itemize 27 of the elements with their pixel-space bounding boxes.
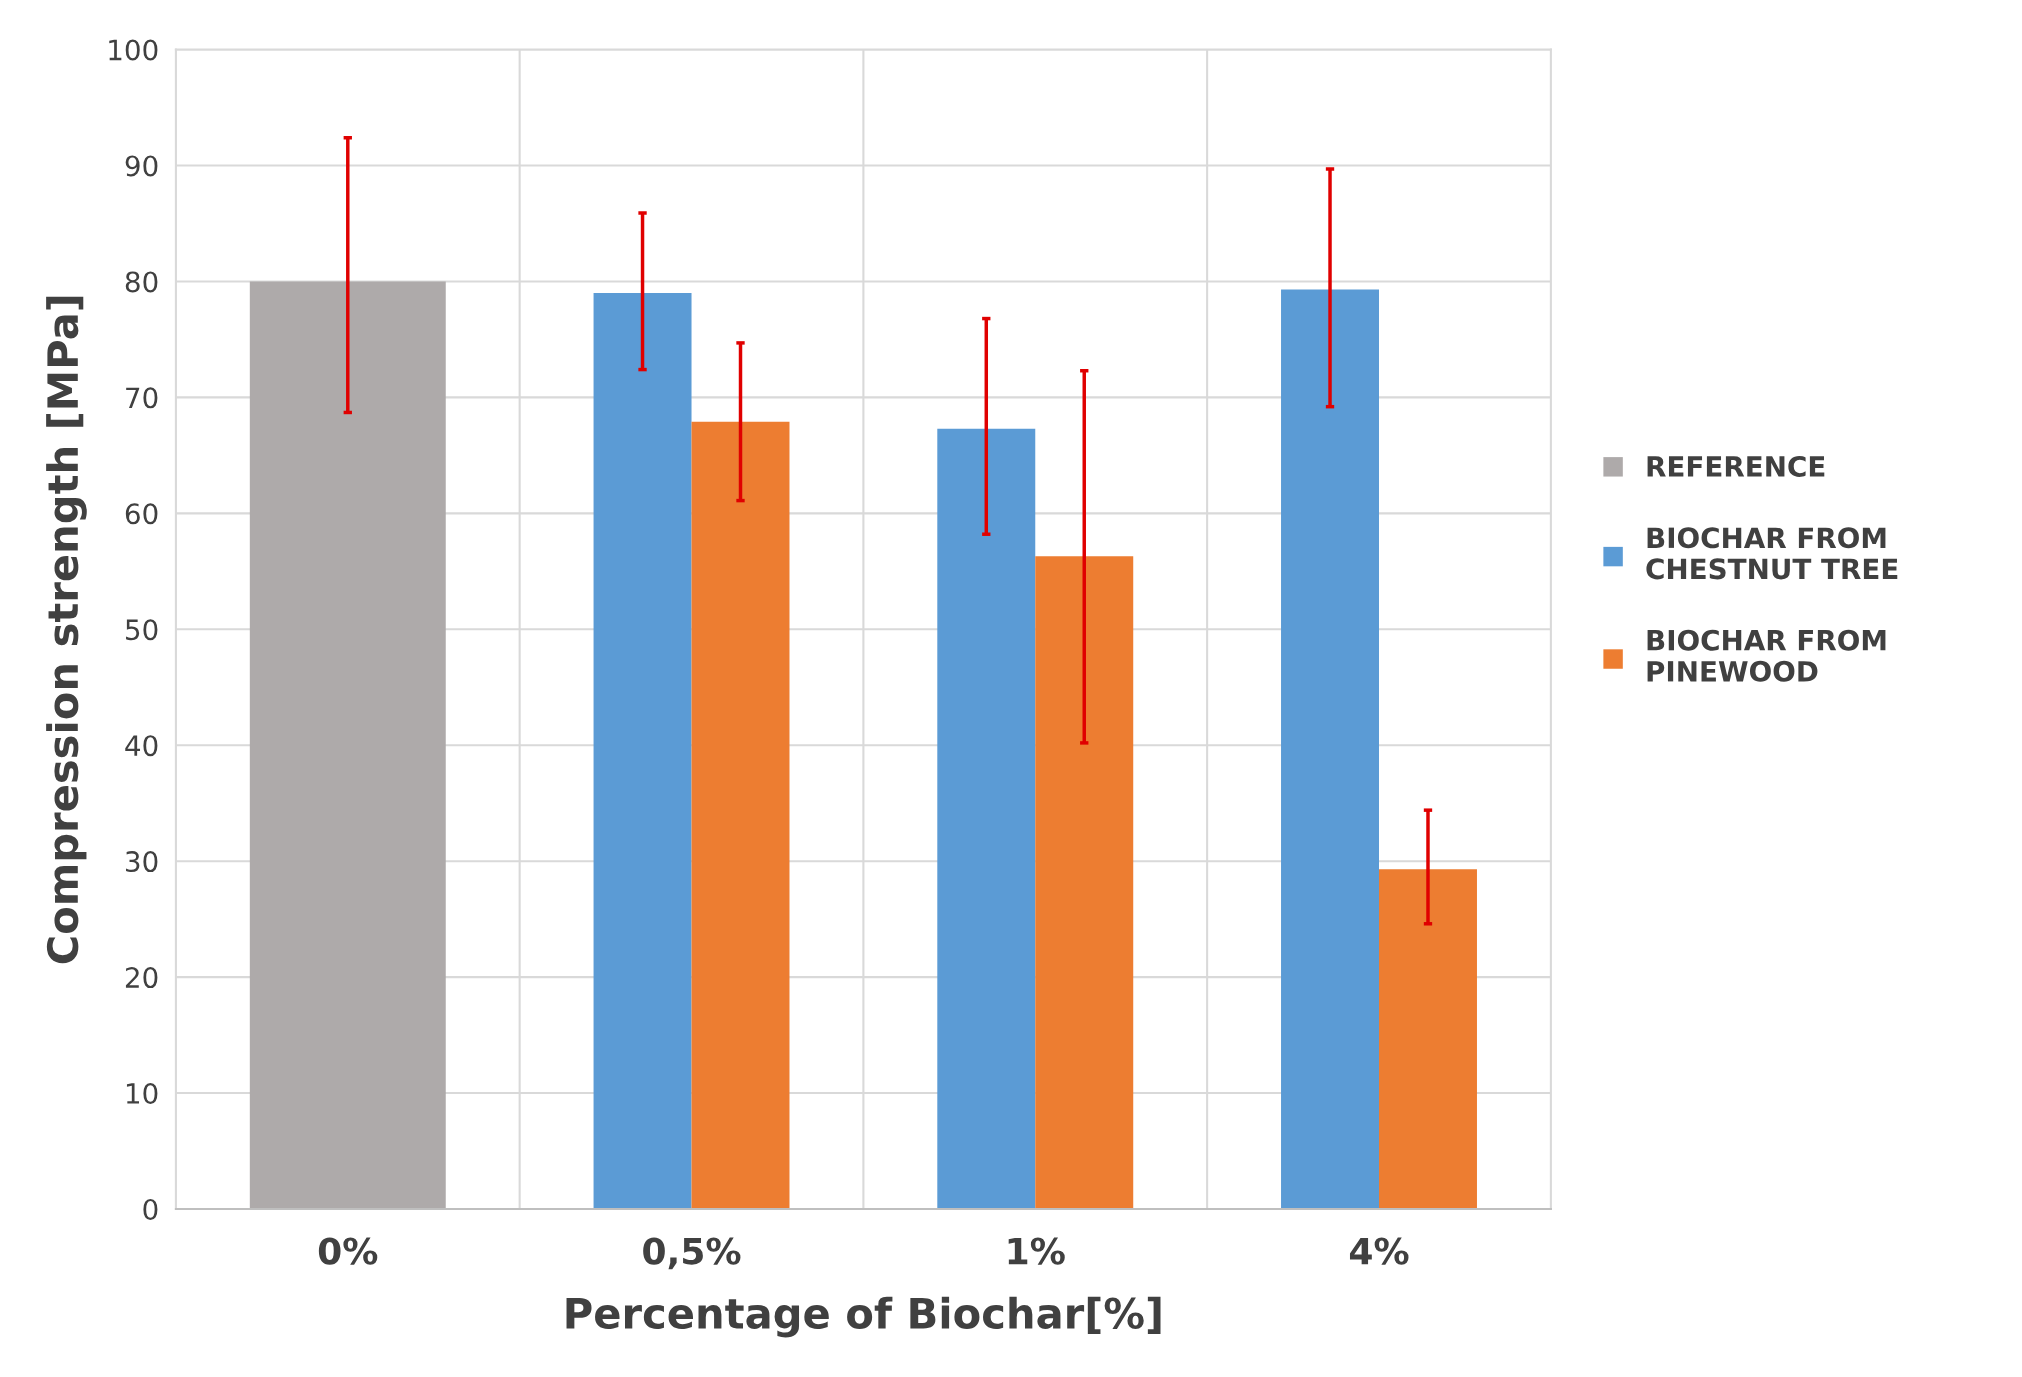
x-tick-label: 0,5%	[643, 1237, 741, 1270]
legend-label: BIOCHAR FROM PINEWOOD	[1647, 629, 1886, 682]
bar	[1281, 289, 1379, 1210]
legend-label: REFERENCE	[1647, 455, 1825, 477]
y-tick-label: 10	[126, 1083, 158, 1105]
bar	[1035, 556, 1134, 1210]
y-tick-label: 60	[125, 503, 158, 525]
x-tick-label: 4%	[1349, 1237, 1409, 1265]
y-tick-label: 80	[125, 271, 158, 293]
y-axis-title: Compression strength [MPa]	[46, 296, 87, 964]
y-tick-label: 70	[126, 387, 158, 409]
y-tick-label: 90	[125, 155, 158, 177]
bar	[691, 421, 790, 1210]
y-tick-label: 50	[126, 619, 158, 641]
bar	[593, 293, 692, 1210]
x-tick-label: 0%	[318, 1237, 378, 1265]
bar	[249, 281, 446, 1210]
bar	[1379, 869, 1477, 1210]
y-tick-label: 0	[143, 1198, 158, 1220]
x-axis-title: Percentage of Biochar[%]	[566, 1296, 1161, 1338]
y-tick-label: 20	[125, 967, 158, 989]
y-tick-label: 100	[109, 39, 158, 61]
y-tick-label: 30	[126, 851, 158, 873]
legend-label: BIOCHAR FROM CHESTNUT TREE	[1646, 527, 1898, 580]
y-tick-label: 40	[125, 735, 158, 757]
bar	[937, 428, 1036, 1210]
x-tick-label: 1%	[1008, 1237, 1065, 1265]
